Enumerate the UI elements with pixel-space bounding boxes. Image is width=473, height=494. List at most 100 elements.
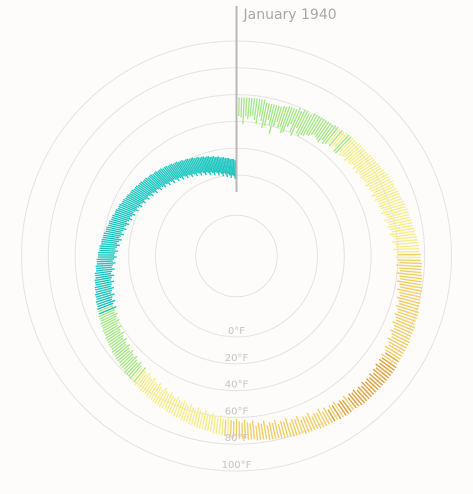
- temperature-bar: [145, 177, 160, 190]
- temperature-bar: [196, 410, 202, 428]
- temperature-bar: [165, 165, 177, 181]
- temperature-bar: [382, 203, 405, 212]
- temperature-bar: [95, 280, 115, 286]
- temperature-bar: [255, 98, 261, 125]
- temperature-bar: [162, 167, 176, 184]
- temperature-bar: [106, 226, 124, 232]
- temperature-bar: [102, 318, 120, 330]
- temperature-bar: [117, 349, 131, 362]
- temperature-bar: [129, 365, 142, 380]
- temperature-bar: [332, 401, 345, 418]
- temperature-bar: [121, 356, 134, 369]
- temperature-bar: [96, 262, 116, 265]
- temperature-bar: [212, 156, 218, 174]
- temperature-bar: [177, 161, 189, 179]
- temperature-bar: [378, 358, 395, 371]
- temperature-bar: [200, 156, 208, 173]
- temperature-bar: [185, 403, 193, 423]
- temperature-bar: [96, 293, 115, 301]
- temperature-bar: [368, 373, 383, 386]
- temperature-bar: [138, 372, 151, 389]
- temperature-bar: [99, 245, 118, 248]
- temperature-bar: [95, 292, 112, 298]
- temperature-bar: [174, 162, 185, 177]
- temperature-bar: [263, 103, 270, 126]
- temperature-bar: [96, 302, 114, 311]
- temperature-bar: [389, 230, 415, 236]
- temperature-bar: [282, 107, 293, 133]
- temperature-bar: [297, 113, 310, 137]
- temperature-bar: [375, 187, 397, 199]
- temperature-bar: [154, 171, 168, 185]
- temperature-bar: [395, 304, 420, 314]
- temperature-bar: [376, 192, 400, 203]
- temperature-bar: [394, 242, 418, 246]
- temperature-bar: [313, 118, 325, 136]
- temperature-bar: [380, 353, 398, 365]
- temperature-bar: [284, 417, 292, 437]
- temperature-bar: [180, 403, 188, 421]
- temperature-bar: [94, 279, 111, 284]
- temperature-bar: [341, 141, 358, 157]
- temperature-bar: [111, 337, 128, 351]
- temperature-bar: [317, 122, 332, 143]
- temperature-bar: [387, 337, 408, 349]
- temperature-bar: [111, 341, 127, 353]
- temperature-bar: [178, 400, 186, 419]
- temperature-bar: [95, 274, 115, 279]
- ring-inner: [195, 214, 278, 298]
- temperature-bar: [204, 413, 209, 431]
- temperature-bar: [172, 399, 181, 417]
- temperature-bar: [399, 291, 421, 298]
- temperature-bar: [131, 189, 147, 200]
- temperature-bar: [101, 240, 118, 244]
- temperature-bar: [103, 324, 119, 335]
- temperature-bar: [170, 396, 180, 415]
- temperature-bar: [261, 102, 268, 129]
- temperature-bar: [165, 395, 175, 412]
- temperature-bar: [399, 294, 420, 301]
- temperature-bar: [290, 111, 303, 136]
- temperature-bar: [140, 376, 152, 392]
- temperature-bar: [310, 117, 323, 136]
- temperature-bar: [134, 370, 147, 386]
- temperature-bar: [121, 202, 139, 212]
- temperature-bar: [302, 113, 316, 137]
- temperature-bar: [246, 422, 250, 440]
- temperature-bar: [106, 331, 121, 342]
- temperature-bar: [127, 193, 143, 204]
- temperature-bar: [379, 195, 401, 205]
- temperature-bar: [205, 156, 212, 173]
- temperature-bar: [268, 104, 275, 126]
- temperature-bar: [193, 407, 200, 426]
- temperature-bar: [327, 409, 336, 422]
- temperature-bar: [152, 173, 167, 188]
- temperature-bar: [384, 345, 403, 357]
- temperature-bar: [131, 367, 143, 381]
- temperature-bar: [99, 247, 116, 250]
- temperature-bar: [227, 417, 230, 436]
- temperature-bar: [364, 381, 377, 393]
- temperature-bar: [117, 207, 136, 216]
- temperature-bar: [183, 160, 194, 178]
- temperature-bar: [129, 192, 147, 204]
- temperature-bar: [95, 285, 111, 291]
- temperature-bar: [251, 420, 256, 440]
- temperature-bar: [142, 378, 153, 393]
- temperature-bar: [397, 308, 419, 317]
- temperature-bar: [348, 393, 360, 407]
- temperature-bar: [186, 158, 196, 175]
- temperature-bar: [100, 315, 117, 325]
- temperature-bar: [209, 156, 216, 176]
- temperature-bar: [365, 173, 389, 187]
- temperature-bar: [391, 227, 415, 233]
- temperature-bar: [312, 412, 322, 429]
- temperature-bar: [193, 157, 203, 176]
- temperature-bar: [400, 278, 422, 283]
- temperature-bar: [368, 178, 391, 191]
- temperature-bar: [140, 181, 155, 193]
- temperature-bar: [387, 222, 413, 229]
- temperature-bar: [353, 153, 369, 166]
- temperature-bar: [221, 157, 225, 174]
- temperature-bar: [96, 260, 113, 263]
